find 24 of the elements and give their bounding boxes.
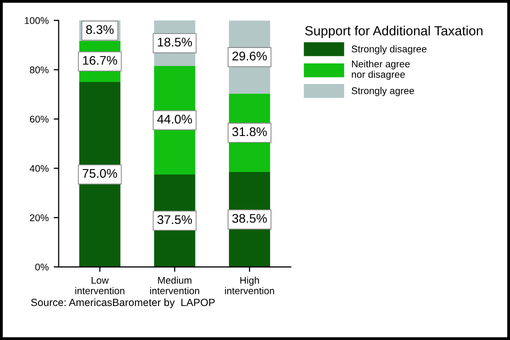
y-tick-label: 100% (24, 17, 49, 24)
x-tick-label: High intervention (225, 276, 274, 294)
source-note: Source: AmericasBarometer by LAPOP (31, 298, 215, 308)
legend-label: Strongly agree (352, 87, 414, 96)
data-label: 38.5% (232, 214, 267, 223)
legend-label: Neither agree nor disagree (352, 60, 410, 80)
y-tick-label: 20% (30, 214, 49, 222)
y-tick-label: 60% (30, 116, 49, 123)
data-label: 75.0% (82, 168, 118, 178)
x-tick-label: Medium intervention (150, 276, 200, 294)
y-tick-label: 40% (30, 165, 49, 172)
y-tick-label: 0% (35, 264, 49, 271)
y-tick-label: 80% (30, 66, 49, 74)
data-label: 16.7% (83, 56, 118, 65)
data-label: 37.5% (157, 215, 192, 224)
legend-title: Support for Additional Taxation (305, 26, 482, 38)
data-label: 8.3% (86, 25, 114, 34)
legend-label: Strongly disagree (352, 45, 426, 54)
bar (79, 82, 120, 267)
data-label: 29.6% (232, 52, 267, 60)
data-label: 44.0% (157, 114, 192, 124)
data-label: 31.8% (232, 127, 267, 136)
x-tick-label: Low intervention (75, 276, 124, 294)
data-label: 18.5% (158, 38, 192, 47)
